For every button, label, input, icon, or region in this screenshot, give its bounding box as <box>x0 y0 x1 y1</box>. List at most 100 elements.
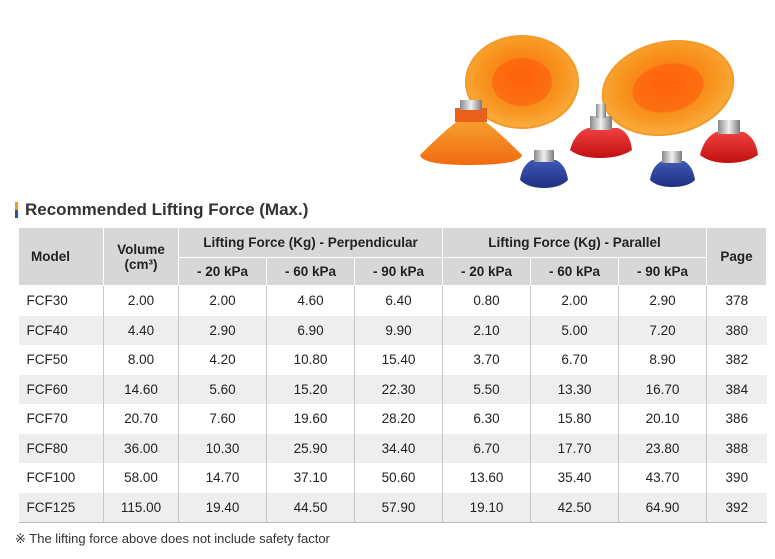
table-cell: 388 <box>706 433 767 463</box>
orange-cup-bell <box>420 120 522 165</box>
table-cell: 19.10 <box>442 492 531 523</box>
table-cell: 6.70 <box>442 433 531 463</box>
table-cell: 2.10 <box>442 315 531 345</box>
table-cell: 34.40 <box>353 433 443 463</box>
table-cell: 15.40 <box>353 345 443 375</box>
table-cell: 57.90 <box>353 492 443 523</box>
table-cell: 384 <box>706 374 767 404</box>
model-cell: FCF30 <box>26 293 68 309</box>
table-cell: 392 <box>706 492 767 523</box>
model-cell: FCF60 <box>18 374 104 404</box>
table-cell: 9.90 <box>353 315 443 345</box>
table-cell: 8.90 <box>618 345 707 375</box>
table-cell: 7.60 <box>178 404 267 434</box>
col-pressure: - 20 kPa <box>178 257 267 286</box>
table-cell: 378 <box>706 285 767 316</box>
footnote: ※ The lifting force above does not inclu… <box>15 531 330 546</box>
table-cell: 390 <box>706 463 767 493</box>
table-cell: 2.00 <box>530 285 619 316</box>
table-cell: 64.90 <box>618 492 707 523</box>
table-cell: 35.40 <box>530 463 619 493</box>
table-cell: 37.10 <box>266 463 355 493</box>
col-pressure: - 90 kPa <box>618 257 708 286</box>
table-cell: 58.00 <box>103 463 179 493</box>
model-cell: FCF80 <box>18 433 104 463</box>
table-cell: 23.80 <box>618 433 707 463</box>
table-cell: 42.50 <box>530 492 619 523</box>
blue-cup-right <box>650 161 695 187</box>
red-cup-middle <box>570 128 632 158</box>
table-cell: 6.40 <box>353 285 443 316</box>
table-cell: 22.30 <box>353 374 443 404</box>
table-cell: 2.00 <box>103 285 179 316</box>
table-cell: 25.90 <box>266 433 355 463</box>
table-cell: 50.60 <box>353 463 443 493</box>
model-cell: FCF70 <box>26 411 68 427</box>
table-cell: 4.20 <box>178 345 267 375</box>
table-cell: 14.70 <box>178 463 267 493</box>
table-row: FCF30 2.00 2.00 4.60 6.40 0.80 2.00 2.90 378 <box>19 285 767 316</box>
table-cell: 6.90 <box>266 315 355 345</box>
table-row: FCF100 58.00 14.70 37.10 50.60 13.60 35.40 43.7… <box>19 463 767 493</box>
table-cell: 10.80 <box>266 345 355 375</box>
model-cell: FCF40 <box>18 315 104 345</box>
col-pressure: - 60 kPa <box>266 257 355 286</box>
table-cell: 5.00 <box>530 315 619 345</box>
table-cell: 43.70 <box>618 463 707 493</box>
table-cell: 382 <box>706 345 767 375</box>
table-cell: 16.70 <box>618 374 707 404</box>
table-cell: 17.70 <box>530 433 619 463</box>
col-pressure: - 60 kPa <box>530 257 620 286</box>
table-cell: 5.60 <box>178 374 267 404</box>
table-cell: 5.50 <box>442 374 531 404</box>
col-group-parallel: Lifting Force (Kg) - Parallel <box>442 227 708 258</box>
table-cell: 19.40 <box>178 492 267 523</box>
table-cell: 19.60 <box>266 404 355 434</box>
model-cell: FCF100 <box>26 470 76 486</box>
table-cell: 0.80 <box>442 285 531 316</box>
table-cell: 36.00 <box>103 433 179 463</box>
table-cell: 4.60 <box>266 285 355 316</box>
col-pressure: - 20 kPa <box>442 257 532 286</box>
table-cell: 2.00 <box>178 285 267 316</box>
table-cell: 13.30 <box>530 374 619 404</box>
section-heading: Recommended Lifting Force (Max.) <box>15 199 308 221</box>
table-row: FCF60 14.60 5.60 15.20 22.30 5.50 13.30 16.70 38… <box>18 374 767 404</box>
table-cell: 380 <box>706 315 767 345</box>
table-cell: 15.20 <box>266 374 355 404</box>
table-cell: 10.30 <box>178 433 267 463</box>
table-cell: 2.90 <box>618 285 707 316</box>
lifting-force-table: Model Volume (cm³) Lifting Force (Kg) - P… <box>18 227 768 523</box>
table-cell: 14.60 <box>103 374 179 404</box>
table-cell: 13.60 <box>442 463 531 493</box>
model-cell: FCF50 <box>26 352 68 368</box>
model-cell: FCF125 <box>18 492 104 523</box>
table-cell: 115.00 <box>103 492 179 523</box>
table-cell: 2.90 <box>178 315 267 345</box>
table-cell: 6.30 <box>442 404 531 434</box>
col-model: Model <box>18 227 104 286</box>
table-cell: 8.00 <box>103 345 179 375</box>
blue-cup-middle <box>520 160 568 188</box>
table-row: FCF125 115.00 19.40 44.50 57.90 19.10 42.50 64.… <box>18 492 767 523</box>
red-cup-right <box>700 132 758 163</box>
table-cell: 15.80 <box>530 404 619 434</box>
table-row: FCF50 8.00 4.20 10.80 15.40 3.70 6.70 8.90 382 <box>19 345 767 375</box>
table-cell: 7.20 <box>618 315 707 345</box>
table-cell: 44.50 <box>266 492 355 523</box>
table-cell: 3.70 <box>442 345 531 375</box>
table-cell: 386 <box>706 404 767 434</box>
col-pressure: - 90 kPa <box>353 257 444 286</box>
table-cell: 20.70 <box>103 404 179 434</box>
table-cell: 4.40 <box>103 315 179 345</box>
col-volume: Volume (cm³) <box>103 227 179 286</box>
suction-cups-photo <box>420 35 758 188</box>
col-page: Page <box>706 227 768 286</box>
heading-title: Recommended Lifting Force (Max.) <box>25 200 309 219</box>
table-cell: 20.10 <box>618 404 707 434</box>
table-cell: 28.20 <box>353 404 443 434</box>
table-row: FCF70 20.70 7.60 19.60 28.20 6.30 15.80 20.10 38… <box>19 404 767 434</box>
table-row: FCF40 4.40 2.90 6.90 9.90 2.10 5.00 7.20 380 <box>18 315 767 345</box>
heading-marker-icon <box>15 202 18 218</box>
table-cell: 6.70 <box>530 345 619 375</box>
